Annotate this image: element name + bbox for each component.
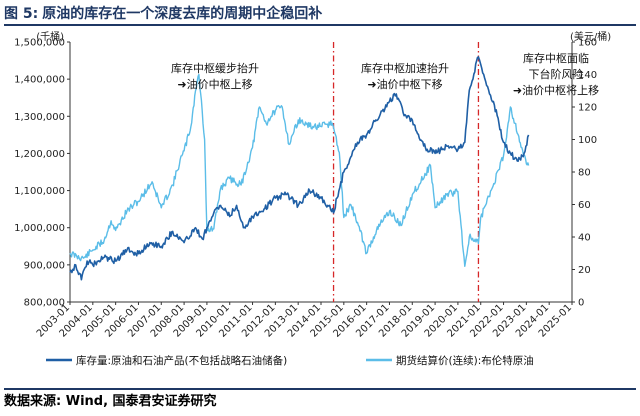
left-tick-label: 1,300,000 [14,112,65,123]
series-group [69,56,530,281]
annotation-text: 库存中枢缓步抬升 [171,61,259,75]
source-note: 数据来源: Wind, 国泰君安证券研究 [4,388,636,414]
figure-title: 图 5: 原油的库存在一个深度去库的周期中企稳回补 [4,2,636,26]
left-tick-label: 1,500,000 [14,38,65,49]
right-tick-label: 20 [578,265,591,276]
right-axis-unit: (美元/桶) [570,30,611,43]
left-tick-label: 1,200,000 [14,149,65,160]
right-tick-label: 120 [578,103,597,114]
annotation-text: 下台阶风险 [529,67,584,81]
legend: 库存量:原油和石油产品(不包括战略石油储备) 期货结算价(连续):布伦特原油 [46,354,534,367]
left-tick-label: 1,000,000 [14,223,65,234]
right-tick-label: 80 [578,168,591,179]
right-tick-label: 0 [578,298,584,309]
legend-label-price: 期货结算价(连续):布伦特原油 [396,354,534,367]
right-tick-label: 160 [578,38,597,49]
figure-number: 图 5: [4,6,39,22]
series-inventory-line [69,56,530,281]
left-tick-label: 900,000 [24,260,65,271]
chart: (千桶) (美元/桶) 800,000 900,000 1,000,000 1,100… [14,30,611,367]
figure-title-text: 原油的库存在一个深度去库的周期中企稳回补 [42,6,323,22]
left-tick-label: 800,000 [24,298,65,309]
legend-label-inventory: 库存量:原油和石油产品(不包括战略石油储备) [76,354,287,367]
annotation-text: ➜油价中枢上移 [177,77,252,91]
period-dividers [332,42,480,302]
series-brent-price-line [69,73,530,267]
right-tick-label: 60 [578,200,591,211]
left-tick-label: 1,100,000 [14,186,65,197]
right-tick-label: 40 [578,233,591,244]
right-tick-label: 100 [578,135,597,146]
right-tick-label: 140 [578,70,597,81]
left-tick-label: 1,400,000 [14,75,65,86]
axes: 800,000 900,000 1,000,000 1,100,000 1,200,00… [14,38,597,340]
annotations: 库存中枢缓步抬升 ➜油价中枢上移 库存中枢加速抬升 ➜油价中枢下移 库存中枢面临下台阶风… [171,51,599,97]
annotation-text: 库存中枢加速抬升 [361,61,449,75]
annotation-text: ➜油价中枢将上移 [513,83,599,97]
left-axis-unit: (千桶) [36,30,64,43]
annotation-text: 库存中枢面临 [523,51,589,65]
annotation-text: ➜油价中枢下移 [367,77,442,91]
